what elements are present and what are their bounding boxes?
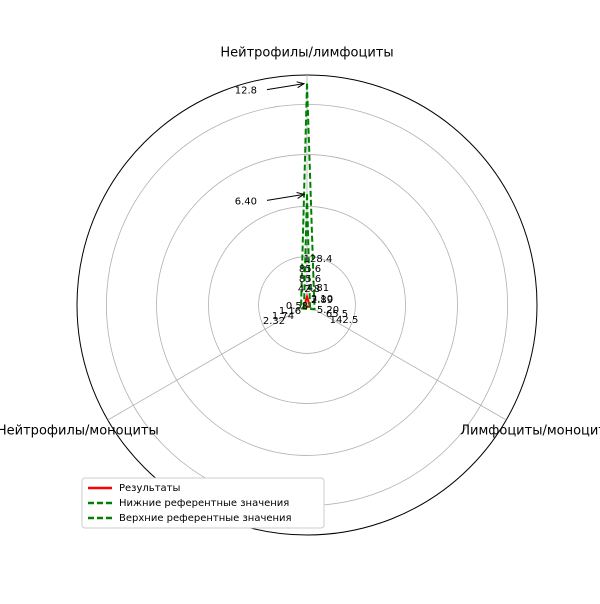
axis-label: Нейтрофилы/лимфоциты [220,46,393,61]
tick-label: 5.20 [317,305,339,316]
tick-label: 65.5 [326,309,348,320]
legend-box [81,477,325,529]
tick-label: 2.32 [263,316,285,327]
tick-label: 2.89 [311,295,333,306]
tick-label: 128.4 [304,254,333,265]
annotation: 6.40 [235,196,257,207]
tick-label: 142.5 [330,315,359,326]
axis-label: Нейтрофилы/моноциты [0,424,159,439]
tick-label: 85.6 [299,274,321,285]
annotation-arrow [266,84,304,91]
tick-label: 4.81 [307,283,329,294]
spoke [107,304,308,421]
annotation: 12.8 [235,86,257,97]
series-line [302,194,312,308]
axis-label: Лимфоциты/моноциты [460,424,600,439]
legend-label: Верхние референтные значения [119,513,292,524]
legend-label: Результаты [119,483,180,494]
tick-label: 0.58 [286,301,308,312]
legend-label: Нижние референтные значения [119,498,289,509]
tick-label: 42.8 [298,284,320,295]
tick-label: 1.16 [279,306,301,317]
tick-label: 1.74 [272,311,294,322]
annotation-arrow [266,194,304,201]
tick-label: 3.10 [311,294,333,305]
series-line [302,292,312,308]
spoke [306,304,507,421]
tick-label: 85.6 [299,264,321,275]
